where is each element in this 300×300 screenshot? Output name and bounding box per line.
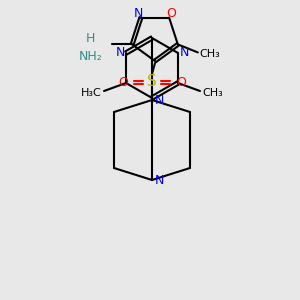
Text: N: N bbox=[179, 46, 189, 59]
Text: N: N bbox=[154, 94, 164, 106]
Text: O: O bbox=[118, 76, 128, 88]
Text: CH₃: CH₃ bbox=[202, 88, 224, 98]
Text: N: N bbox=[134, 7, 144, 20]
Text: NH₂: NH₂ bbox=[78, 50, 102, 63]
Text: O: O bbox=[166, 7, 176, 20]
Text: N: N bbox=[115, 46, 125, 59]
Text: S: S bbox=[147, 74, 157, 89]
Text: N: N bbox=[154, 173, 164, 187]
Text: O: O bbox=[176, 76, 186, 88]
Text: H: H bbox=[85, 32, 95, 45]
Text: H₃C: H₃C bbox=[81, 88, 101, 98]
Text: CH₃: CH₃ bbox=[200, 50, 220, 59]
